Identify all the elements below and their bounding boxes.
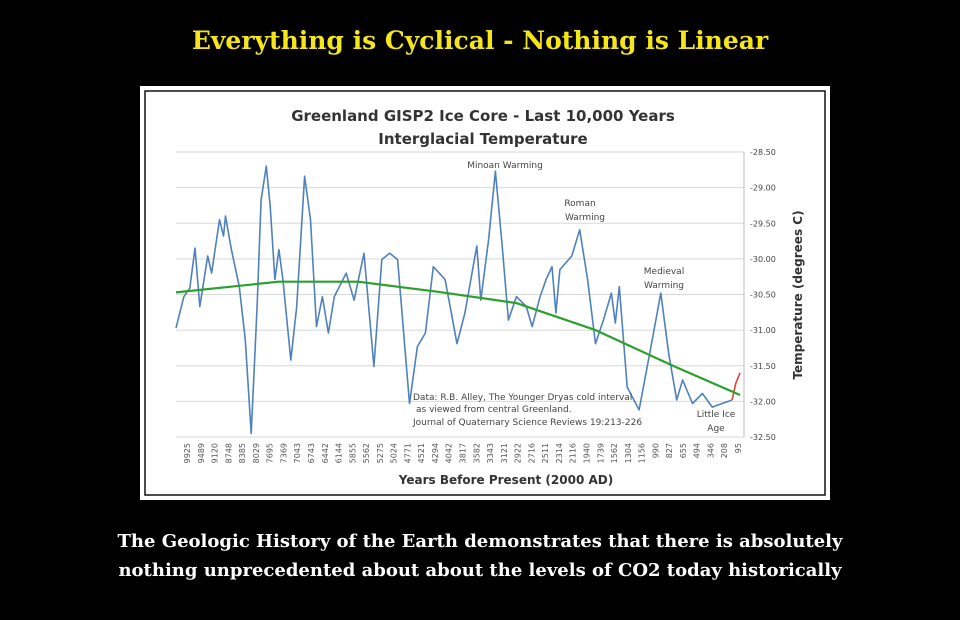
- y-tick-label: -30.00: [750, 255, 776, 264]
- trend-line: [175, 280, 741, 397]
- annotation-minoan: Minoan Warming: [467, 161, 543, 171]
- x-tick-label: 5024: [390, 443, 399, 463]
- x-tick-label: 5562: [362, 443, 371, 463]
- y-axis-label: Temperature (degrees C): [791, 210, 805, 379]
- annotation-lia-2: Age: [707, 424, 725, 434]
- x-tick-label: 2716: [527, 443, 536, 463]
- y-tick-label: -31.00: [750, 326, 776, 335]
- x-tick-label: 4771: [403, 443, 412, 463]
- x-tick-label: 8385: [238, 443, 247, 463]
- caption-line-1: The Geologic History of the Earth demons…: [117, 531, 843, 552]
- x-tick-label: 7695: [266, 443, 275, 463]
- x-tick-label: 8748: [224, 443, 233, 463]
- x-tick-label: 990: [651, 443, 660, 458]
- annotation-source-3: Journal of Quaternary Science Reviews 19…: [412, 418, 642, 428]
- x-tick-label: 8029: [252, 443, 261, 463]
- x-tick-label: 4521: [417, 443, 426, 463]
- chart-subtitle: Interglacial Temperature: [378, 130, 587, 148]
- x-tick-label: 4294: [431, 443, 440, 463]
- annotation-lia-1: Little Ice: [697, 410, 736, 420]
- x-tick-label: 2314: [555, 443, 564, 463]
- x-tick-label: 1562: [610, 443, 619, 463]
- y-tick-label: -29.50: [750, 219, 776, 228]
- x-tick-label: 5855: [348, 443, 357, 463]
- x-tick-label: 2922: [514, 443, 523, 463]
- x-tick-label: 3121: [500, 443, 509, 463]
- y-tick-label: -32.50: [750, 433, 776, 442]
- x-tick-label: 6743: [307, 443, 316, 463]
- y-tick-label: -29.00: [750, 184, 776, 193]
- x-tick-label: 346: [706, 443, 715, 458]
- annotation-medieval-1: Medieval: [644, 267, 684, 277]
- x-tick-label: 208: [720, 443, 729, 458]
- x-tick-label: 1940: [582, 443, 591, 463]
- x-axis-label: Years Before Present (2000 AD): [398, 473, 613, 487]
- x-tick-label: 3582: [472, 443, 481, 463]
- annotation-roman-2: Warming: [565, 213, 605, 223]
- x-tick-label: 3817: [459, 443, 468, 463]
- temperature-series-line: [175, 165, 733, 435]
- x-tick-label: 494: [693, 443, 702, 458]
- x-tick-label: 9489: [197, 443, 206, 463]
- x-tick-label: 655: [679, 443, 688, 458]
- x-tick-label: 2511: [541, 443, 550, 463]
- y-tick-label: -31.50: [750, 362, 776, 371]
- x-tick-label: 9120: [211, 443, 220, 463]
- recent-warming-line: [731, 372, 741, 401]
- x-tick-label: 1739: [596, 443, 605, 463]
- annotation-source-1: Data: R.B. Alley, The Younger Dryas cold…: [413, 393, 632, 403]
- x-tick-label: 1304: [624, 443, 633, 463]
- annotation-medieval-2: Warming: [644, 281, 684, 291]
- annotation-source-2: as viewed from central Greenland.: [416, 405, 572, 415]
- x-tick-label: 2116: [569, 443, 578, 463]
- x-tick-label: 95: [734, 443, 743, 453]
- x-tick-label: 5275: [376, 443, 385, 463]
- x-tick-label: 3343: [486, 443, 495, 463]
- caption-line-2: nothing unprecedented about about the le…: [118, 560, 842, 581]
- y-tick-label: -28.50: [750, 148, 776, 157]
- y-tick-label: -30.50: [750, 291, 776, 300]
- x-tick-label: 1156: [638, 443, 647, 463]
- x-tick-label: 6442: [321, 443, 330, 463]
- x-tick-label: 7043: [293, 443, 302, 463]
- x-tick-label: 9925: [183, 443, 192, 463]
- x-tick-label: 4042: [445, 443, 454, 463]
- x-tick-label: 6144: [335, 443, 344, 463]
- annotation-roman-1: Roman: [564, 199, 595, 209]
- x-tick-label: 7369: [279, 443, 288, 463]
- headline: Everything is Cyclical - Nothing is Line…: [191, 26, 769, 55]
- x-tick-label: 827: [665, 443, 674, 458]
- y-tick-label: -32.00: [750, 397, 776, 406]
- chart-title: Greenland GISP2 Ice Core - Last 10,000 Y…: [291, 107, 675, 125]
